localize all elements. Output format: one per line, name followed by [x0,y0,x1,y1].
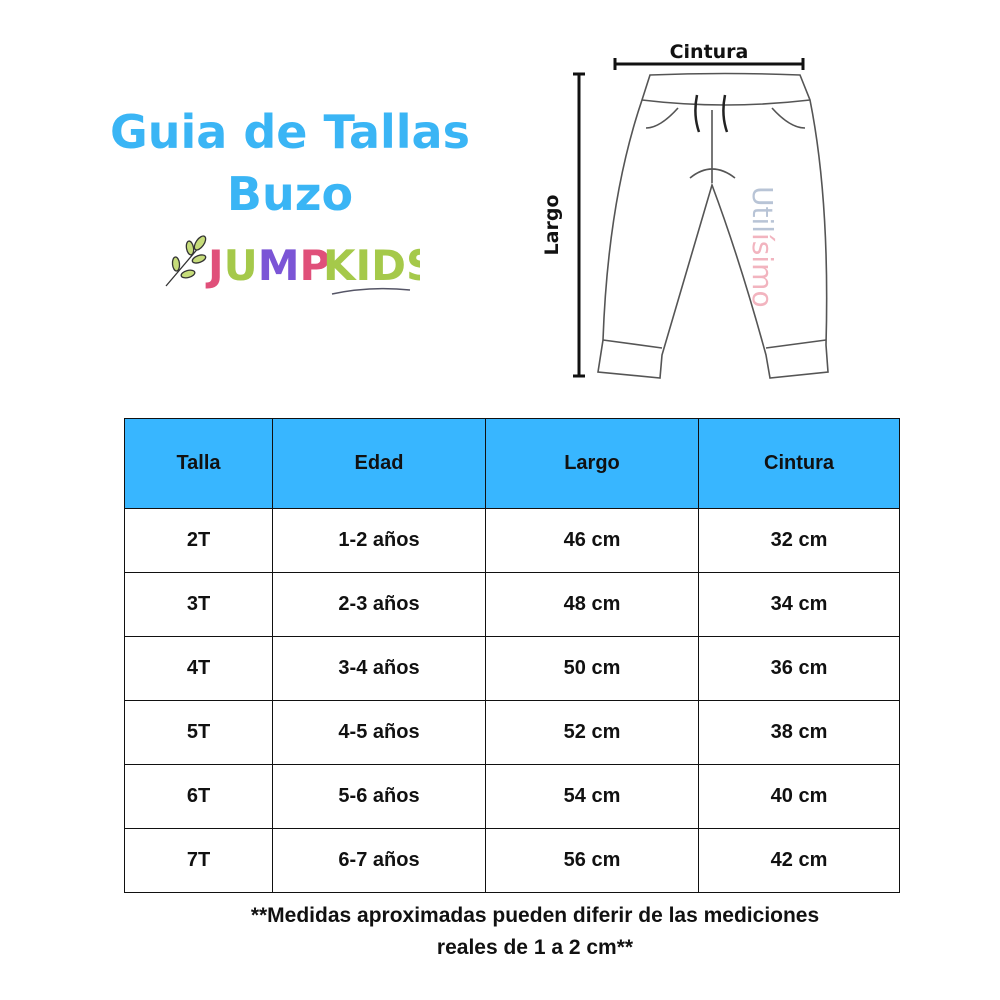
cell-cintura: 42 cm [698,828,900,893]
cell-cintura: 40 cm [698,764,900,829]
leaf-branch-icon [165,235,207,287]
cell-edad: 4-5 años [272,700,486,765]
cell-talla: 3T [124,572,273,637]
table-row: 7T 6-7 años 56 cm 42 cm [124,828,900,893]
header-edad: Edad [272,418,486,509]
cell-largo: 56 cm [485,828,699,893]
table-header-row: Talla Edad Largo Cintura [124,418,900,509]
cell-largo: 52 cm [485,700,699,765]
brand-watermark: Utilísimo [746,186,779,308]
cell-talla: 4T [124,636,273,701]
jump-kids-logo: JUMP KIDS [165,235,420,295]
cell-edad: 5-6 años [272,764,486,829]
cell-largo: 50 cm [485,636,699,701]
table-row: 4T 3-4 años 50 cm 36 cm [124,636,900,701]
page-subtitle: Buzo [226,167,354,221]
cell-talla: 6T [124,764,273,829]
pants-diagram: Cintura Largo Utilísimo [541,41,829,379]
header-largo: Largo [485,418,699,509]
note-line-2: reales de 1 a 2 cm** [436,936,634,959]
cell-cintura: 38 cm [698,700,900,765]
cell-talla: 5T [124,700,273,765]
largo-label: Largo [541,195,563,256]
table-row: 2T 1-2 años 46 cm 32 cm [124,508,900,573]
cell-edad: 6-7 años [272,828,486,893]
table-row: 6T 5-6 años 54 cm 40 cm [124,764,900,829]
note-line-1: **Medidas aproximadas pueden diferir de … [250,904,820,927]
header-talla: Talla [124,418,273,509]
logo-word-kids: KIDS [323,241,420,290]
disclaimer-note: **Medidas aproximadas pueden diferir de … [180,900,890,964]
cell-edad: 1-2 años [272,508,486,573]
cintura-label: Cintura [670,41,749,63]
cell-talla: 7T [124,828,273,893]
page-title: Guia de Tallas [110,105,470,159]
cell-largo: 48 cm [485,572,699,637]
table-row: 3T 2-3 años 48 cm 34 cm [124,572,900,637]
cell-largo: 46 cm [485,508,699,573]
cell-edad: 3-4 años [272,636,486,701]
cell-edad: 2-3 años [272,572,486,637]
logo-word-jump: JUMP [205,241,330,290]
cell-talla: 2T [124,508,273,573]
cell-cintura: 32 cm [698,508,900,573]
size-table: Talla Edad Largo Cintura 2T 1-2 años 46 cm… [124,418,900,893]
cell-largo: 54 cm [485,764,699,829]
cell-cintura: 34 cm [698,572,900,637]
header-cintura: Cintura [698,418,900,509]
table-row: 5T 4-5 años 52 cm 38 cm [124,700,900,765]
cell-cintura: 36 cm [698,636,900,701]
pants-outline [597,72,829,379]
